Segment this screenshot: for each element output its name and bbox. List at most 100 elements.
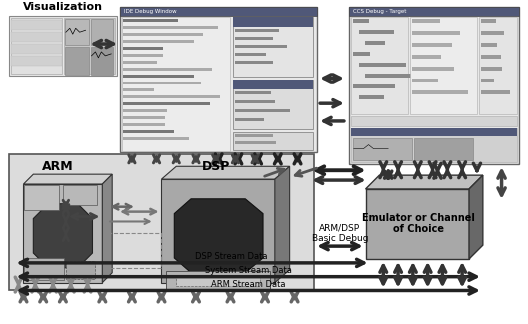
Bar bbox=[353, 138, 412, 160]
Bar bbox=[412, 78, 438, 83]
Bar bbox=[235, 118, 264, 121]
Bar bbox=[123, 88, 154, 91]
Text: Emulator or Channel
of Choice: Emulator or Channel of Choice bbox=[362, 213, 475, 234]
Bar bbox=[235, 61, 273, 64]
Bar bbox=[233, 79, 313, 89]
Bar bbox=[123, 82, 202, 85]
Text: ARM: ARM bbox=[42, 160, 74, 173]
Bar bbox=[349, 6, 520, 164]
Bar bbox=[235, 37, 273, 40]
Text: DSP Stream Data: DSP Stream Data bbox=[195, 252, 268, 261]
Bar bbox=[65, 47, 89, 75]
Bar bbox=[123, 26, 218, 29]
Bar bbox=[123, 95, 220, 98]
Polygon shape bbox=[365, 175, 483, 189]
Bar bbox=[24, 258, 64, 280]
Bar bbox=[481, 78, 494, 83]
Bar bbox=[353, 19, 369, 23]
Text: IDE Debug Window: IDE Debug Window bbox=[124, 9, 177, 14]
Bar bbox=[364, 74, 413, 77]
Polygon shape bbox=[365, 189, 469, 259]
Bar bbox=[63, 185, 97, 205]
Bar bbox=[359, 95, 384, 99]
Bar bbox=[235, 109, 290, 112]
Bar bbox=[235, 141, 276, 144]
Bar bbox=[123, 116, 165, 119]
Text: DSP: DSP bbox=[202, 160, 230, 173]
Bar bbox=[166, 271, 270, 291]
Bar bbox=[123, 54, 163, 57]
Text: System Stream Data: System Stream Data bbox=[205, 266, 291, 275]
Bar bbox=[235, 45, 287, 48]
Bar bbox=[351, 17, 408, 114]
Bar bbox=[123, 109, 167, 112]
Bar bbox=[120, 6, 317, 153]
Text: Visualization: Visualization bbox=[23, 2, 103, 12]
Bar bbox=[481, 31, 504, 35]
Bar bbox=[123, 102, 210, 105]
Polygon shape bbox=[469, 175, 483, 259]
Bar bbox=[233, 132, 313, 149]
Bar bbox=[123, 61, 157, 64]
Bar bbox=[90, 47, 113, 75]
Bar bbox=[120, 6, 317, 17]
Bar bbox=[11, 20, 62, 30]
Bar bbox=[412, 90, 468, 94]
Bar bbox=[123, 130, 174, 133]
Bar bbox=[123, 68, 212, 71]
Bar bbox=[8, 155, 314, 291]
Bar bbox=[235, 29, 279, 32]
Bar bbox=[412, 19, 440, 23]
Bar bbox=[176, 276, 260, 285]
Bar bbox=[123, 40, 194, 43]
Bar bbox=[11, 44, 62, 54]
Bar bbox=[105, 233, 162, 268]
Bar bbox=[65, 19, 89, 45]
Polygon shape bbox=[162, 179, 275, 283]
Polygon shape bbox=[23, 174, 112, 184]
Bar bbox=[481, 55, 501, 59]
Bar bbox=[24, 185, 59, 210]
Bar bbox=[11, 32, 62, 42]
Text: ARM Stream Data: ARM Stream Data bbox=[211, 280, 286, 289]
Bar bbox=[412, 55, 441, 59]
Bar bbox=[351, 128, 517, 136]
Bar bbox=[481, 43, 497, 47]
Bar bbox=[235, 134, 273, 137]
Bar bbox=[481, 19, 496, 23]
Text: ARM/DSP
Basic Debug: ARM/DSP Basic Debug bbox=[312, 224, 368, 243]
Bar bbox=[123, 123, 165, 126]
Bar bbox=[64, 18, 115, 74]
Bar bbox=[123, 33, 203, 36]
Bar bbox=[481, 90, 510, 94]
Bar bbox=[122, 17, 231, 151]
Bar bbox=[351, 128, 517, 162]
Bar bbox=[11, 56, 62, 66]
Bar bbox=[414, 138, 473, 160]
Bar bbox=[359, 63, 406, 67]
Polygon shape bbox=[174, 199, 263, 273]
Bar bbox=[235, 53, 266, 56]
Bar bbox=[481, 67, 502, 71]
Bar bbox=[349, 6, 520, 17]
Bar bbox=[8, 17, 117, 75]
Bar bbox=[123, 75, 194, 77]
Bar bbox=[410, 17, 477, 114]
Bar bbox=[412, 67, 454, 71]
Bar bbox=[123, 137, 189, 140]
Polygon shape bbox=[162, 166, 290, 179]
Bar bbox=[11, 18, 62, 74]
Bar bbox=[66, 261, 96, 279]
Polygon shape bbox=[275, 166, 290, 283]
Bar bbox=[412, 31, 460, 35]
Text: CCS Debug - Target: CCS Debug - Target bbox=[353, 9, 406, 14]
Bar bbox=[235, 100, 276, 103]
Bar bbox=[90, 19, 113, 45]
Bar bbox=[353, 85, 395, 88]
Bar bbox=[233, 17, 313, 76]
Bar bbox=[359, 30, 394, 34]
Bar bbox=[123, 47, 163, 50]
Polygon shape bbox=[33, 204, 92, 268]
Polygon shape bbox=[102, 174, 112, 283]
Bar bbox=[235, 91, 271, 94]
